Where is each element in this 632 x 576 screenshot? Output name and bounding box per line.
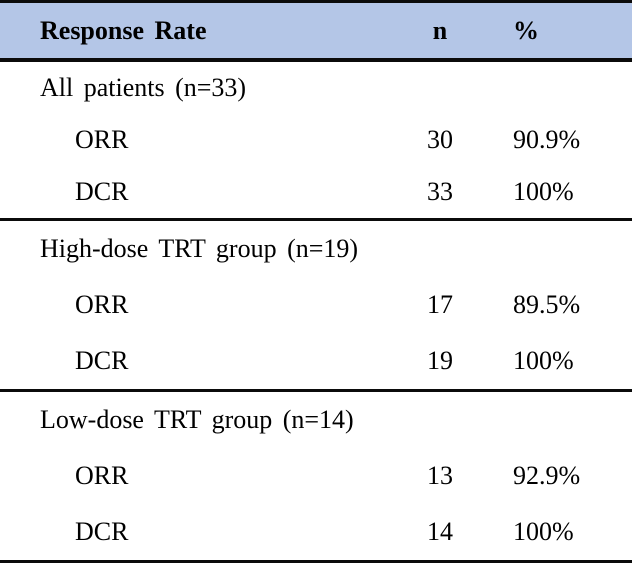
row-label: ORR (75, 290, 129, 319)
group-label-row: High-dose TRT group (n=19) (0, 221, 632, 277)
table-row-dcr: DCR 33 100% (0, 166, 632, 218)
row-pct-value: 90.9% (513, 125, 581, 154)
group-label: Low-dose TRT group (n=14) (40, 405, 354, 434)
group-label: High-dose TRT group (n=19) (40, 234, 359, 263)
group-label-row: Low-dose TRT group (n=14) (0, 392, 632, 448)
row-label: ORR (75, 461, 129, 490)
table-row-dcr: DCR 14 100% (0, 504, 632, 560)
group-label: All patients (n=33) (40, 73, 247, 102)
header-n: n (432, 15, 448, 45)
section-all-patients: All patients (n=33) ORR 30 90.9% DCR 33 … (0, 62, 632, 221)
table-header-row: Response Rate n % (0, 3, 632, 62)
row-pct-value: 100% (513, 346, 574, 375)
table-row-orr: ORR 30 90.9% (0, 114, 632, 166)
row-label: DCR (75, 177, 129, 206)
row-n-value: 30 (427, 125, 453, 154)
row-n-value: 13 (427, 461, 453, 490)
row-pct-value: 100% (513, 517, 574, 546)
row-n-value: 19 (427, 346, 453, 375)
row-pct-value: 89.5% (513, 290, 581, 319)
row-label: DCR (75, 517, 129, 546)
row-pct-value: 100% (513, 177, 574, 206)
row-label: DCR (75, 346, 129, 375)
table-row-orr: ORR 17 89.5% (0, 277, 632, 333)
section-low-dose: Low-dose TRT group (n=14) ORR 13 92.9% D… (0, 392, 632, 563)
group-label-row: All patients (n=33) (0, 62, 632, 114)
table-row-dcr: DCR 19 100% (0, 333, 632, 389)
header-response-rate: Response Rate (40, 15, 207, 45)
row-n-value: 17 (427, 290, 453, 319)
table-row-orr: ORR 13 92.9% (0, 448, 632, 504)
response-rate-table: Response Rate n % All patients (n=33) OR… (0, 0, 632, 563)
header-percent: % (513, 15, 539, 45)
row-label: ORR (75, 125, 129, 154)
section-high-dose: High-dose TRT group (n=19) ORR 17 89.5% … (0, 221, 632, 392)
row-n-value: 14 (427, 517, 453, 546)
row-pct-value: 92.9% (513, 461, 581, 490)
row-n-value: 33 (427, 177, 453, 206)
